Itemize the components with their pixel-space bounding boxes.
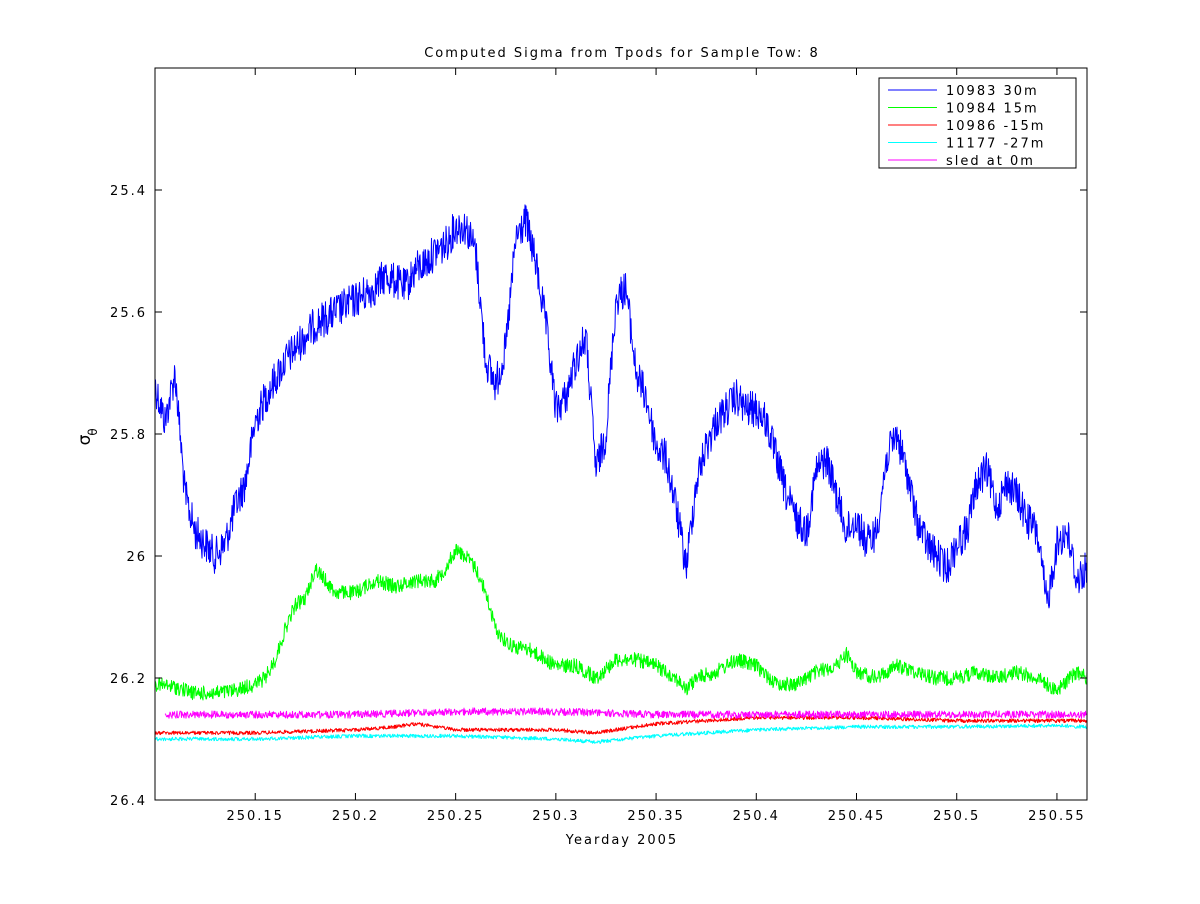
axis-ticks: 250.15 250.2 250.25 250.3 250.35 250.4 250.45 2… bbox=[110, 68, 1087, 824]
x-tick-label: 250.55 bbox=[1028, 809, 1086, 824]
y-tick-label: 25.8 bbox=[110, 428, 147, 443]
series-line-3 bbox=[154, 715, 1088, 736]
series-layer bbox=[154, 204, 1088, 744]
legend-label: 11177 -27m bbox=[946, 137, 1045, 152]
series-line-2 bbox=[154, 543, 1088, 701]
series-line-1 bbox=[154, 204, 1088, 609]
x-tick-label: 250.25 bbox=[427, 809, 485, 824]
y-axis-label: σ θ bbox=[75, 428, 100, 445]
y-tick-label: 26.4 bbox=[110, 794, 147, 809]
series-line-5 bbox=[164, 707, 1087, 719]
x-tick-label: 250.35 bbox=[627, 809, 685, 824]
legend: 10983 30m 10984 15m 10986 -15m 11177 -27m sl… bbox=[878, 77, 1077, 169]
y-axis-label-symbol: σ bbox=[75, 434, 95, 445]
x-tick-label: 250.2 bbox=[332, 809, 379, 824]
legend-box bbox=[878, 77, 1077, 169]
legend-label: 10986 -15m bbox=[946, 119, 1045, 134]
legend-label: sled at 0m bbox=[946, 154, 1035, 169]
x-tick-label: 250.5 bbox=[933, 809, 980, 824]
y-tick-label: 25.4 bbox=[110, 184, 147, 199]
y-axis-label-subscript: θ bbox=[86, 428, 100, 435]
x-tick-label: 250.15 bbox=[226, 809, 284, 824]
x-tick-label: 250.4 bbox=[733, 809, 780, 824]
y-tick-label: 26 bbox=[126, 550, 147, 565]
series-line-4 bbox=[154, 723, 1088, 744]
y-tick-label: 26.2 bbox=[110, 672, 147, 687]
chart-title: Computed Sigma from Tpods for Sample Tow… bbox=[424, 46, 820, 61]
legend-label: 10984 15m bbox=[946, 102, 1039, 117]
y-tick-label: 25.6 bbox=[110, 306, 147, 321]
legend-label: 10983 30m bbox=[946, 84, 1039, 99]
x-tick-label: 250.45 bbox=[828, 809, 886, 824]
x-axis-label: Yearday 2005 bbox=[565, 833, 678, 848]
x-tick-label: 250.3 bbox=[532, 809, 579, 824]
